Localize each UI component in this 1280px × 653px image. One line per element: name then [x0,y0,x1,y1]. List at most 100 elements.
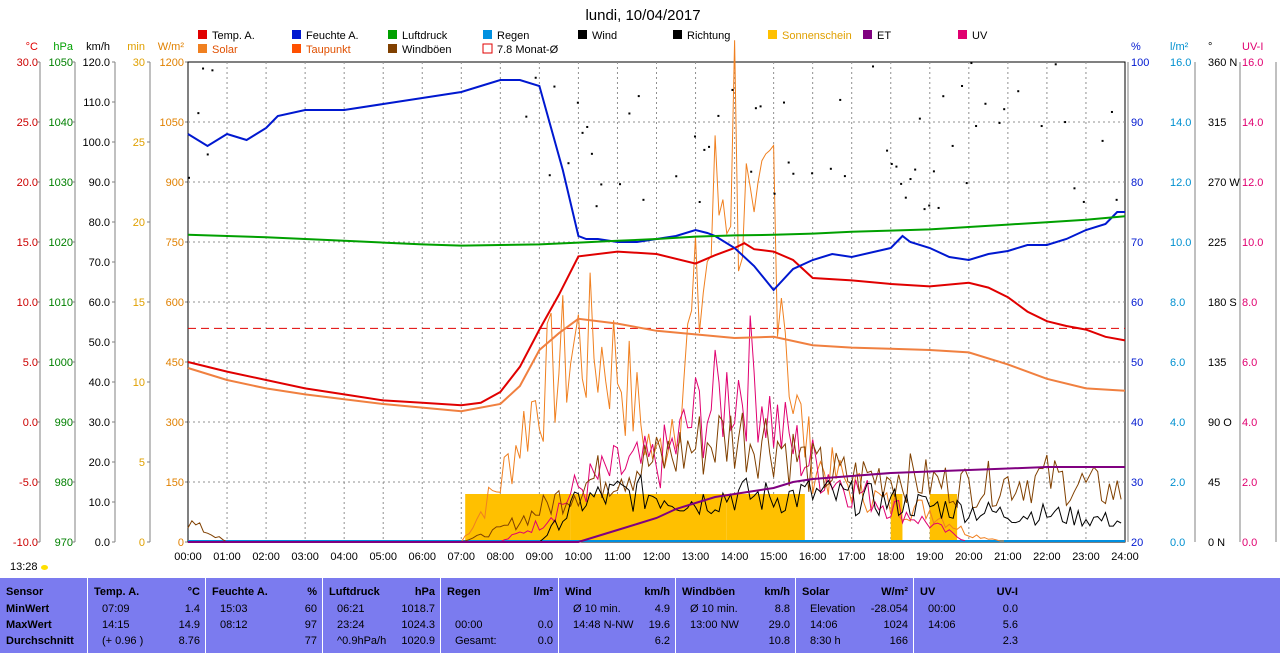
x-tick-label: 21:00 [994,551,1022,563]
table-cell-value: 97 [304,619,317,631]
axis-unit: W/m² [158,41,185,53]
wind-direction-point [782,101,785,104]
axis-tick-label: 20.0 [17,177,38,189]
wind-direction-point [900,182,903,185]
axis-tick-label: 10.0 [89,497,110,509]
axis-tick-label: 150 [166,477,184,489]
table-cell-value: 19.6 [648,619,670,631]
table-column-8: UV UV-I 00:00 0.0 14:06 5.6 2.3 [913,578,1280,653]
axis-tick-label: 5.0 [23,357,38,369]
table-row: Ø 10 min. 4.9 [559,603,676,619]
axis-tick-label: 1040 [49,117,73,129]
legend-swatch [388,44,397,53]
table-row: MinWert [0,603,87,619]
table-cell-label: (+ 0.96 ) [102,635,144,647]
wind-direction-point [792,172,795,175]
x-tick-label: 05:00 [369,551,397,563]
table-row: 14:06 1024 [796,619,914,635]
legend-swatch [482,43,493,54]
table-column-5: Wind km/h Ø 10 min. 4.9 14:48 N-NW 19.6 6.2 [558,578,676,653]
table-row: 08:12 97 [206,619,323,635]
x-tick-label: 23:00 [1072,551,1100,563]
table-header: Temp. A. °C [88,586,206,602]
axis-tick-label: -5.0 [19,477,38,489]
legend-label: UV [972,30,988,42]
table-cell-value: 0.0 [537,619,553,631]
table-header: Wind km/h [559,586,676,602]
wind-direction-point [1101,139,1104,142]
axis-tick-label: 0.0 [95,537,110,549]
axis-tick-label: 60.0 [89,297,110,309]
axis-tick-label: 14.0 [1170,117,1191,129]
wind-direction-point [1054,63,1057,66]
table-row: 15:03 60 [206,603,323,619]
legend-swatch [768,30,777,39]
axis-tick-label: 120.0 [82,57,110,69]
wind-direction-point [717,114,720,117]
table-cell-value: 166 [889,635,908,647]
legend-swatch [863,30,872,39]
wind-direction-point [909,178,912,181]
axis-tick-label: 4.0 [1170,417,1185,429]
axis-tick-label: 5 [139,457,145,469]
axis-tick-label: 20 [1131,537,1143,549]
wind-direction-point [750,170,753,173]
wind-direction-point [965,182,968,185]
table-cell-value: 1024 [883,619,908,631]
table-cell-label: 8:30 h [810,635,841,647]
table-cell-label: ^0.9hPa/h [337,635,387,647]
table-header-name: Luftdruck [329,586,380,598]
x-tick-label: 15:00 [760,551,788,563]
table-row: 2.3 [914,635,1280,651]
wind-direction-point [708,145,711,148]
table-cell-value: 0.0 [1002,603,1018,615]
axis-tick-label: 80.0 [89,217,110,229]
axis-tick-label: 0 N [1208,537,1225,549]
series-taupunkt [187,317,1126,413]
wind-direction-point [998,121,1001,124]
axis-tick-label: 90.0 [89,177,110,189]
axis-tick-label: 0 [178,537,184,549]
x-tick-label: 08:00 [487,551,515,563]
table-row: Durchschnitt [0,635,87,651]
wind-direction-point [637,95,640,98]
table-cell-value: 6.2 [654,635,670,647]
x-tick-label: 10:00 [565,551,593,563]
table-row: 07:09 1.4 [88,603,206,619]
wind-direction-point [923,208,926,211]
series-feuchte-a- [187,79,1125,292]
wind-direction-point [904,196,907,199]
axis-tick-label: -10.0 [13,537,38,549]
x-tick-label: 04:00 [330,551,358,563]
statistics-table: Sensor MinWert MaxWert Durchschnitt Temp. A.… [0,578,1280,653]
plot-grid [187,61,1126,543]
wind-direction-point [951,144,954,147]
axis-tick-label: 360 N [1208,57,1237,69]
table-cell-label: 14:48 N-NW [573,619,634,631]
axis-tick-label: 60 [1131,297,1143,309]
legend-label: Temp. A. [212,30,255,42]
wind-direction-point [595,205,598,208]
wind-direction-point [843,175,846,178]
cursor-time: 13:28 [10,561,48,573]
x-tick-label: 12:00 [643,551,671,563]
axis-tick-label: 30.0 [89,417,110,429]
wind-direction-point [975,125,978,128]
series-solar [460,40,1004,543]
wind-direction-point [642,198,645,201]
axis-tick-label: 40.0 [89,377,110,389]
legend-swatch [483,30,492,39]
wind-direction-point [619,183,622,186]
wind-direction-point [553,85,556,88]
axis-tick-label: 450 [166,357,184,369]
table-header-unit: hPa [414,586,435,598]
series-et [188,466,1125,543]
x-tick-label: 02:00 [252,551,280,563]
wind-direction-point [197,112,200,115]
x-tick-label: 19:00 [916,551,944,563]
table-row: 14:48 N-NW 19.6 [559,619,676,635]
wind-direction-point [961,84,964,87]
axis-tick-label: 970 [55,537,73,549]
axis-tick-label: 100.0 [82,137,110,149]
wind-direction-point [1073,187,1076,190]
